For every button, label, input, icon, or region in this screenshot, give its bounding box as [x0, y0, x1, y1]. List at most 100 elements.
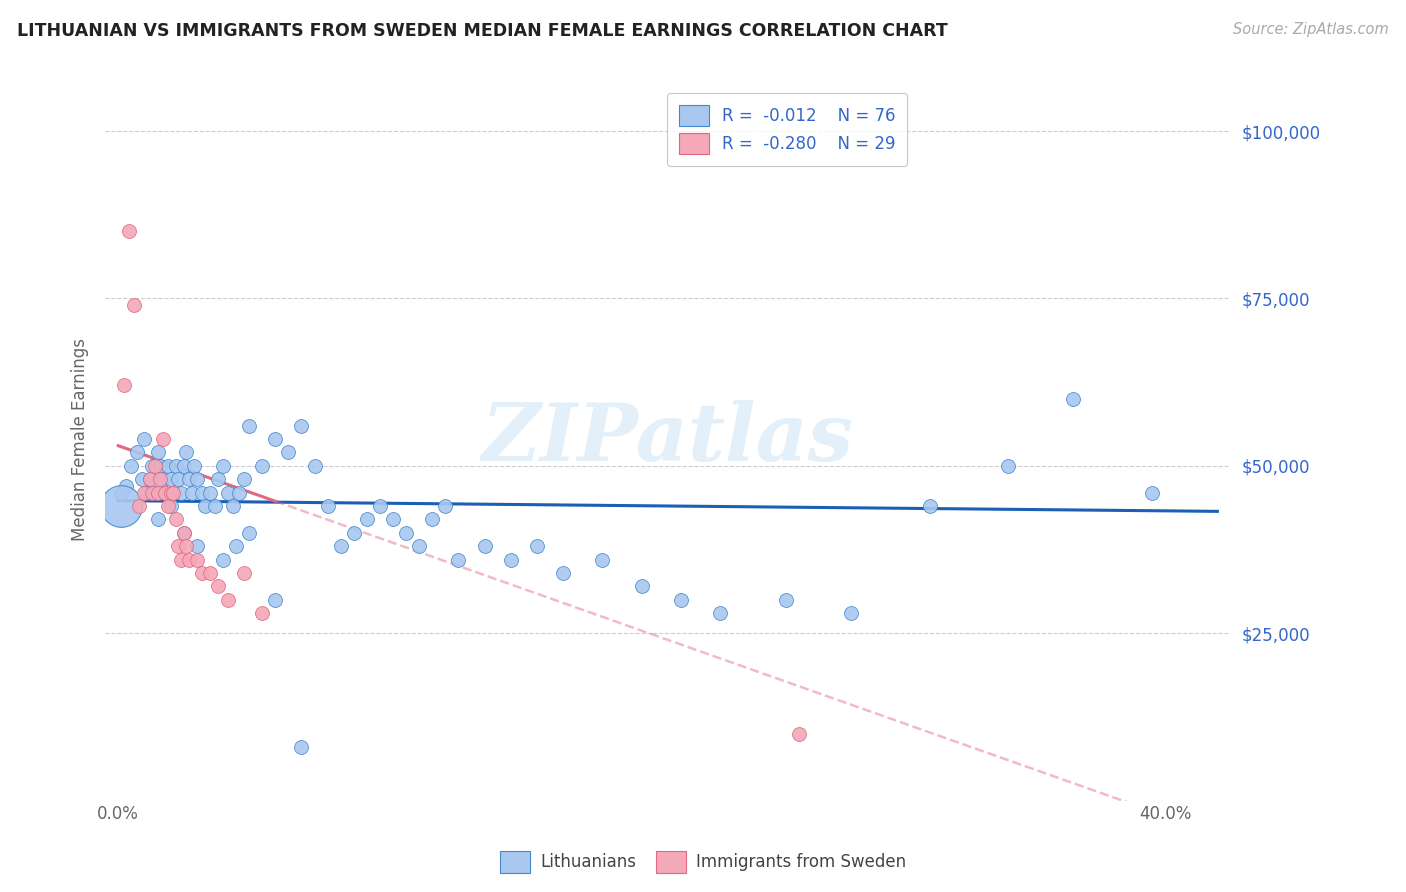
Text: LITHUANIAN VS IMMIGRANTS FROM SWEDEN MEDIAN FEMALE EARNINGS CORRELATION CHART: LITHUANIAN VS IMMIGRANTS FROM SWEDEN MED…: [17, 22, 948, 40]
Point: [709, 606, 731, 620]
Point: [131, 472, 153, 486]
Point: [143, 458, 166, 473]
Point: [474, 539, 496, 553]
Point: [553, 566, 575, 580]
Point: [176, 445, 198, 459]
Legend: Lithuanians, Immigrants from Sweden: Lithuanians, Immigrants from Sweden: [494, 845, 912, 880]
Point: [115, 479, 138, 493]
Point: [155, 485, 177, 500]
Point: [775, 592, 797, 607]
Point: [526, 539, 548, 553]
Point: [138, 472, 160, 486]
Point: [212, 552, 235, 566]
Point: [149, 458, 172, 473]
Point: [408, 539, 430, 553]
Point: [264, 432, 287, 446]
Point: [176, 539, 198, 553]
Point: [170, 485, 193, 500]
Point: [173, 525, 195, 540]
Point: [141, 458, 163, 473]
Point: [669, 592, 692, 607]
Point: [232, 472, 254, 486]
Point: [356, 512, 378, 526]
Point: [186, 539, 208, 553]
Point: [162, 485, 184, 500]
Point: [165, 512, 187, 526]
Point: [186, 472, 208, 486]
Point: [204, 499, 226, 513]
Point: [112, 378, 135, 392]
Point: [198, 485, 221, 500]
Point: [143, 485, 166, 500]
Point: [186, 552, 208, 566]
Point: [198, 566, 221, 580]
Point: [125, 445, 148, 459]
Point: [228, 485, 250, 500]
Point: [217, 485, 239, 500]
Point: [264, 592, 287, 607]
Point: [110, 485, 132, 500]
Point: [173, 458, 195, 473]
Point: [222, 499, 245, 513]
Point: [212, 458, 235, 473]
Point: [191, 566, 214, 580]
Point: [156, 499, 179, 513]
Point: [329, 539, 352, 553]
Point: [787, 726, 810, 740]
Point: [1140, 485, 1163, 500]
Point: [152, 432, 174, 446]
Point: [165, 458, 187, 473]
Point: [134, 485, 156, 500]
Point: [290, 418, 312, 433]
Point: [120, 458, 142, 473]
Point: [918, 499, 941, 513]
Point: [118, 224, 141, 238]
Point: [136, 485, 159, 500]
Point: [134, 432, 156, 446]
Point: [159, 485, 181, 500]
Point: [167, 539, 190, 553]
Text: ZIPatlas: ZIPatlas: [482, 401, 853, 478]
Point: [238, 525, 260, 540]
Point: [173, 525, 195, 540]
Point: [207, 472, 229, 486]
Point: [420, 512, 443, 526]
Point: [839, 606, 862, 620]
Point: [630, 579, 652, 593]
Point: [1062, 392, 1084, 406]
Point: [122, 298, 145, 312]
Point: [146, 445, 169, 459]
Point: [177, 472, 200, 486]
Point: [155, 485, 177, 500]
Point: [217, 592, 239, 607]
Point: [252, 606, 274, 620]
Point: [343, 525, 366, 540]
Point: [395, 525, 418, 540]
Point: [290, 740, 312, 755]
Point: [138, 472, 160, 486]
Point: [591, 552, 613, 566]
Point: [997, 458, 1019, 473]
Point: [167, 472, 190, 486]
Legend: R =  -0.012    N = 76, R =  -0.280    N = 29: R = -0.012 N = 76, R = -0.280 N = 29: [666, 93, 907, 166]
Point: [277, 445, 299, 459]
Point: [194, 499, 217, 513]
Point: [177, 552, 200, 566]
Point: [159, 472, 181, 486]
Point: [434, 499, 457, 513]
Point: [180, 485, 202, 500]
Point: [238, 418, 260, 433]
Point: [225, 539, 247, 553]
Point: [146, 512, 169, 526]
Point: [146, 485, 169, 500]
Point: [162, 485, 184, 500]
Point: [252, 458, 274, 473]
Point: [447, 552, 470, 566]
Point: [152, 472, 174, 486]
Point: [232, 566, 254, 580]
Y-axis label: Median Female Earnings: Median Female Earnings: [72, 337, 89, 541]
Point: [170, 552, 193, 566]
Point: [159, 499, 181, 513]
Point: [141, 485, 163, 500]
Point: [207, 579, 229, 593]
